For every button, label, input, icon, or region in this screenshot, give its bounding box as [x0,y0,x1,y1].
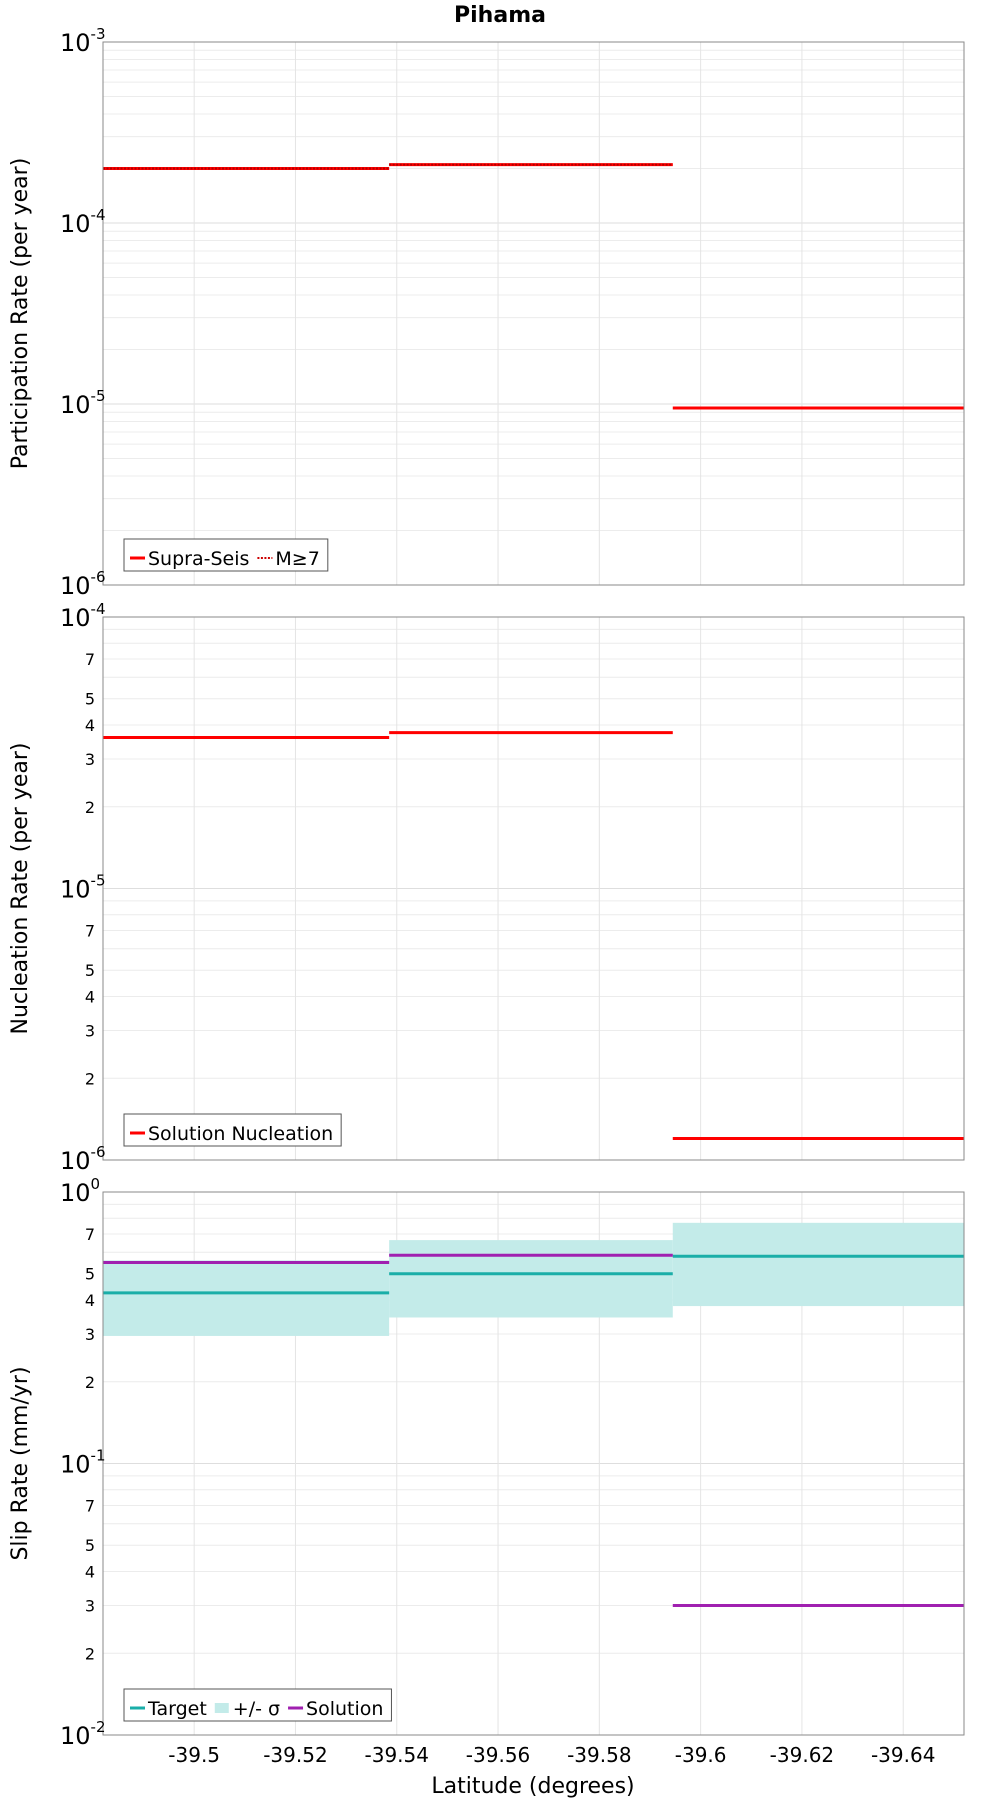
y-tick-label: 10-5 [60,387,106,419]
legend-label-supra-seis: Supra-Seis [148,548,249,570]
y-minor-tick-label: 5 [85,690,95,709]
y-tick-label: 10-4 [60,206,106,238]
y-minor-tick-label: 2 [85,798,95,817]
legend-label-target: Target [147,1698,207,1720]
legend-swatch-sigma [214,1703,229,1713]
legend-box [123,538,329,572]
sigma-band [103,1260,390,1336]
plot-frame [102,1191,965,1736]
panels: 10-6 10-5 10-4 10-3 Participation Rate (per … [8,25,965,1767]
x-tick-label: -39.5 [168,1743,220,1767]
y-axis-label: Nucleation Rate (per year) [8,743,33,1035]
y-tick-label: 10-6 [60,568,106,600]
sigma-band [672,1222,964,1307]
y-minor-tick-label: 7 [85,1225,95,1244]
y-tick-label: 100 [60,1175,100,1207]
y-minor-tick-label: 3 [85,1021,95,1040]
y-minor-tick-label: 5 [85,1265,95,1284]
x-tick-label: -39.54 [365,1743,429,1767]
y-tick-label: 10-4 [60,600,106,632]
x-axis-label: Latitude (degrees) [431,1774,634,1799]
legend-label-solution: Solution [306,1698,383,1720]
sigma-band [389,1240,673,1318]
y-tick-label: 10-2 [60,1718,106,1750]
y-minor-tick-label: 5 [85,961,95,980]
legend-box [123,1113,342,1147]
plot-frame [102,616,965,1161]
y-minor-tick-label: 2 [85,1069,95,1088]
y-tick-label: 10-3 [60,25,106,57]
chart-title: Pihama [454,3,546,28]
y-minor-tick-label: 7 [85,650,95,669]
legend: Supra-Seis M≥7 [123,538,329,572]
y-minor-tick-label: 3 [85,1325,95,1344]
y-tick-label: 10-5 [60,872,106,904]
y-minor-tick-label: 7 [85,1497,95,1516]
x-axis: -39.5 -39.52 -39.54 -39.56 -39.58 -39.6 -39.62… [168,1743,935,1767]
legend: Target +/- σ Solution [123,1688,392,1722]
y-minor-tick-label: 4 [85,716,95,735]
y-minor-tick-label: 5 [85,1536,95,1555]
y-minor-tick-label: 4 [85,1291,95,1310]
legend-label-solution-nucleation: Solution Nucleation [148,1123,333,1145]
x-tick-label: -39.64 [871,1743,935,1767]
x-tick-label: -39.52 [263,1743,327,1767]
y-minor-tick-label: 3 [85,750,95,769]
legend-box [123,1688,392,1722]
x-tick-label: -39.6 [675,1743,727,1767]
x-tick-label: -39.58 [567,1743,631,1767]
y-minor-tick-label: 2 [85,1644,95,1663]
panel-nucleation: 10-6 10-5 10-4 2 3 4 5 7 2 3 4 5 7 Nucleation Rate (p… [8,600,965,1175]
legend-label-m-7: M≥7 [275,548,319,570]
y-minor-tick-label: 7 [85,922,95,941]
legend-label-sigma: +/- σ [233,1698,280,1720]
panel-slip: 10-2 10-1 100 2 3 4 5 7 2 3 4 5 7 Slip Rate (mm/yr) Ta… [8,1175,965,1750]
y-minor-tick-label: 4 [85,1563,95,1582]
x-tick-label: -39.56 [466,1743,530,1767]
y-minor-tick-label: 2 [85,1373,95,1392]
y-axis-label: Participation Rate (per year) [8,158,33,470]
y-minor-tick-label: 3 [85,1596,95,1615]
y-tick-label: 10-1 [60,1447,106,1479]
legend: Solution Nucleation [123,1113,342,1147]
panel-participation: 10-6 10-5 10-4 10-3 Participation Rate (per … [8,25,965,600]
y-axis-label: Slip Rate (mm/yr) [8,1366,33,1560]
x-tick-label: -39.62 [770,1743,834,1767]
plot-frame [102,41,965,586]
y-tick-label: 10-6 [60,1143,106,1175]
y-minor-tick-label: 4 [85,988,95,1007]
